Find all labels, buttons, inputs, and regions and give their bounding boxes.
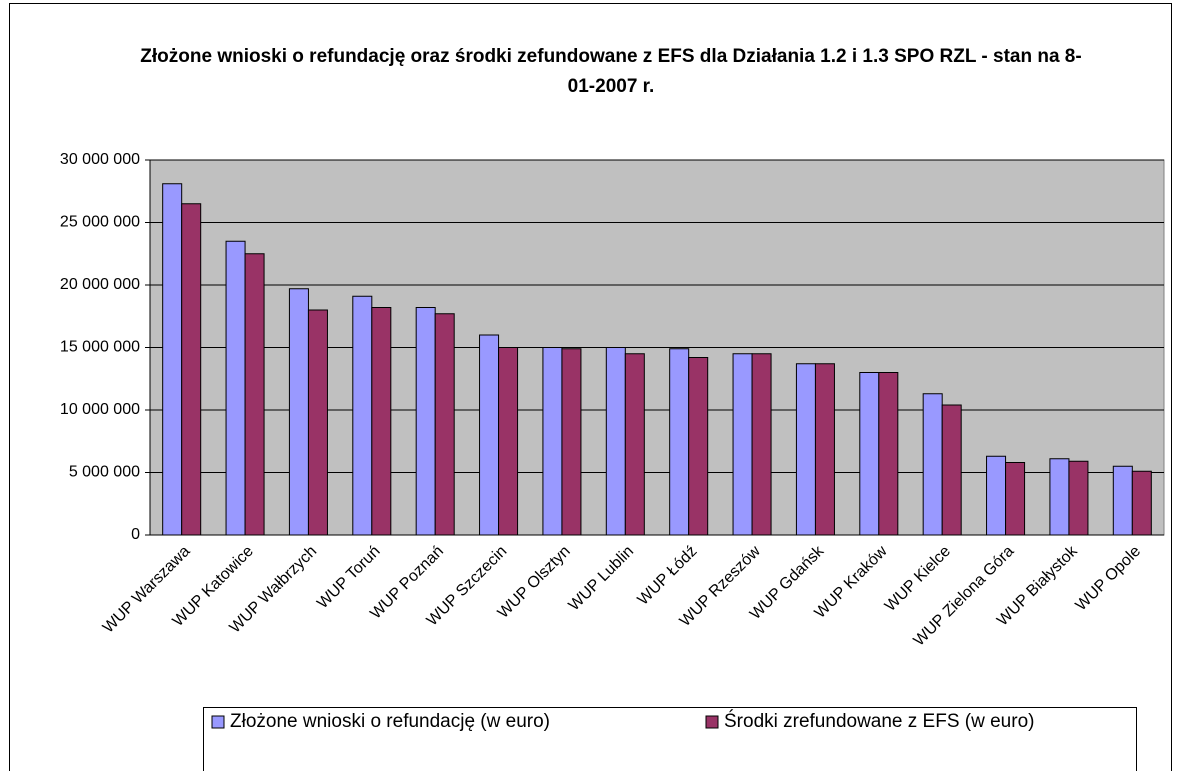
y-tick-label: 0 (131, 526, 140, 543)
y-tick-label: 20 000 000 (60, 276, 140, 293)
bar (1068, 460, 1089, 536)
bar (986, 455, 1007, 536)
bar (479, 334, 500, 536)
bar (181, 203, 202, 536)
bar (162, 183, 183, 536)
y-tick-label: 5 000 000 (69, 464, 140, 481)
bar (688, 357, 709, 536)
bar (561, 348, 582, 536)
bar (859, 372, 880, 536)
bar (669, 348, 690, 536)
bar (795, 363, 816, 536)
legend-swatch (705, 715, 719, 729)
bar (225, 240, 246, 536)
legend-label: Środki zrefundowane z EFS (w euro) (724, 710, 1034, 732)
bar (244, 253, 265, 536)
y-tick-label: 25 000 000 (60, 214, 140, 231)
y-tick-label: 10 000 000 (60, 401, 140, 418)
bar (498, 347, 519, 536)
bar (1005, 462, 1026, 536)
chart-title: Złożone wnioski o refundację oraz środki… (140, 46, 1082, 97)
bar (434, 313, 455, 536)
bar (415, 307, 436, 536)
bar (605, 347, 626, 536)
bar (878, 372, 899, 536)
bar (814, 363, 835, 536)
bar (732, 353, 753, 536)
bar (751, 353, 772, 536)
bar (1112, 465, 1133, 536)
legend-label: Złożone wnioski o refundację (w euro) (230, 711, 550, 732)
legend-box (203, 707, 1137, 771)
bar (307, 309, 328, 536)
bar (371, 307, 392, 536)
bar (941, 404, 962, 536)
bar (542, 347, 563, 536)
bar (624, 353, 645, 536)
legend-swatch (211, 715, 225, 729)
bar (1131, 470, 1152, 536)
y-tick-label: 30 000 000 (60, 151, 140, 168)
bar (1049, 458, 1070, 536)
bar (922, 393, 943, 536)
y-tick-label: 15 000 000 (60, 339, 140, 356)
bar (352, 295, 373, 536)
bar (288, 288, 309, 536)
